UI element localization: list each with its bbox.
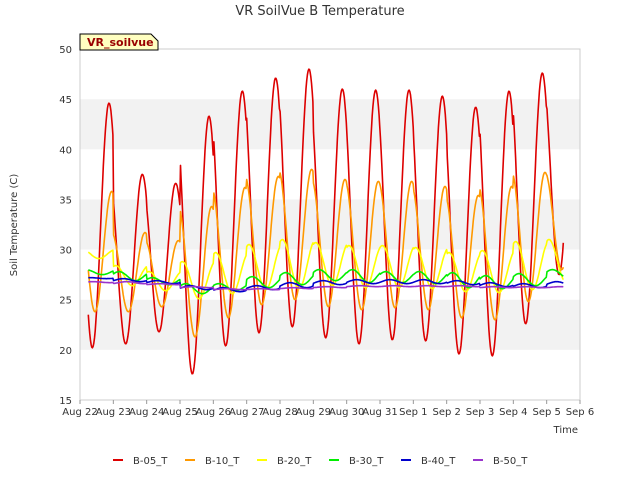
x-tick-label: Sep 6 [566, 407, 594, 418]
legend-label: B-40_T [421, 456, 456, 467]
x-tick-label: Sep 2 [432, 407, 460, 418]
y-tick-label: 40 [59, 145, 72, 156]
x-tick-label: Sep 4 [499, 407, 527, 418]
series-line-b-10-t [87, 168, 565, 338]
legend-label: B-30_T [349, 456, 384, 467]
chart-title: VR SoilVue B Temperature [235, 4, 404, 19]
x-axis-label: Time [553, 425, 578, 436]
x-tick-label: Aug 31 [362, 407, 397, 418]
y-tick-label: 15 [59, 396, 72, 407]
legend: B-05_T B-10_T B-20_T B-30_T B-40_T B-50_T [113, 456, 528, 467]
plot-frame [79, 48, 581, 401]
y-tick-label: 45 [59, 95, 72, 106]
y-tick-label: 20 [59, 346, 72, 357]
series-line-b-20-t [87, 238, 565, 300]
grid-band [80, 199, 580, 250]
y-tick-label: 50 [59, 45, 72, 56]
x-tick-label: Aug 24 [129, 407, 164, 418]
x-tick-label: Aug 25 [162, 407, 197, 418]
series-line-b-50-t [88, 280, 564, 291]
x-tick-label: Aug 28 [262, 407, 297, 418]
x-tick-label: Aug 22 [62, 407, 97, 418]
legend-label: B-20_T [277, 456, 312, 467]
legend-label: B-05_T [133, 456, 168, 467]
station-badge-label: VR_soilvue [87, 36, 154, 49]
x-tick-label: Sep 5 [532, 407, 560, 418]
y-tick-label: 30 [59, 246, 72, 257]
x-tick-label: Aug 30 [329, 407, 364, 418]
x-tick-label: Sep 3 [466, 407, 494, 418]
grid-band [80, 349, 580, 400]
y-tick-label: 35 [59, 195, 72, 206]
grid-bands [80, 49, 580, 400]
grid-band [80, 49, 580, 100]
grid-band [80, 99, 580, 150]
y-axis-label: Soil Temperature (C) [9, 174, 20, 277]
grid-band [80, 149, 580, 200]
station-badge-shape [79, 33, 159, 51]
x-tick-label: Aug 23 [96, 407, 131, 418]
station-badge: VR_soilvue [79, 33, 159, 51]
series-line-b-40-t [88, 276, 564, 293]
x-tick-label: Aug 29 [296, 407, 331, 418]
y-tick-label: 25 [59, 296, 72, 307]
legend-label: B-50_T [493, 456, 528, 467]
x-tick-label: Aug 27 [229, 407, 264, 418]
legend-label: B-10_T [205, 456, 240, 467]
x-tick-label: Sep 1 [399, 407, 427, 418]
x-tick-label: Aug 26 [196, 407, 231, 418]
series-lines [87, 68, 565, 375]
y-axis-ticks: 15 20 25 30 35 40 45 50 [59, 45, 72, 407]
